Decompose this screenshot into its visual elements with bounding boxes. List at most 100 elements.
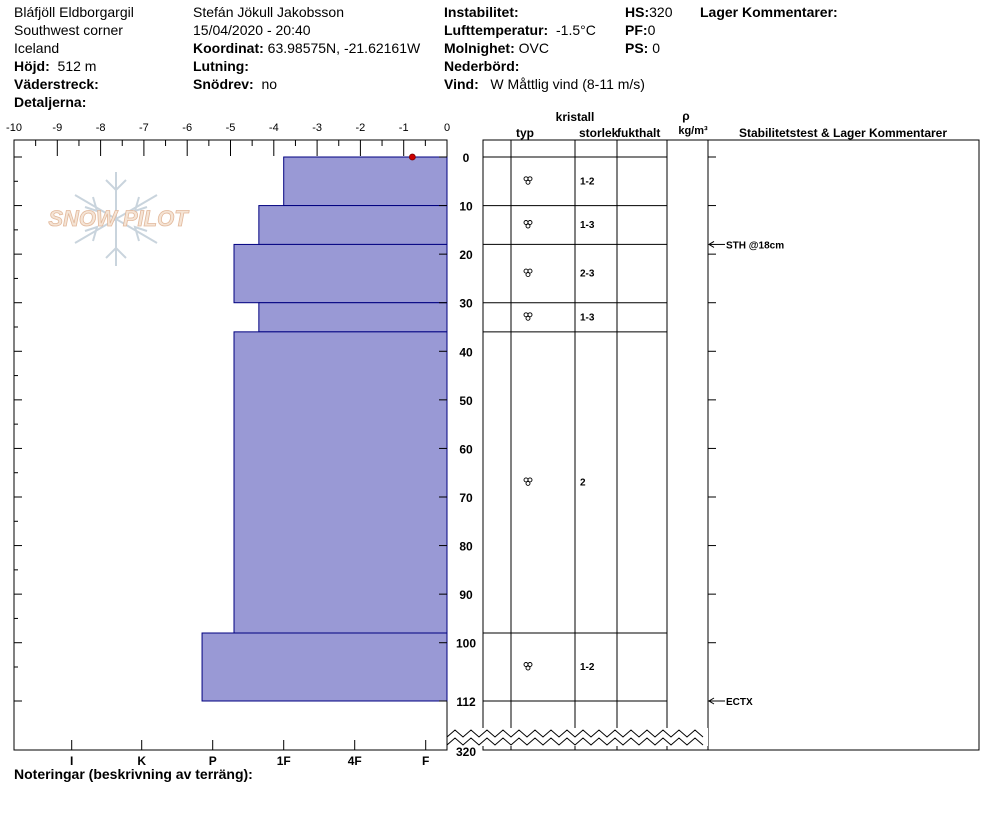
rounded-grains-icon <box>523 176 533 185</box>
grain-size-label: 1-2 <box>580 176 595 187</box>
elevation-value: 512 m <box>57 58 97 74</box>
snowflake-icon <box>74 172 158 266</box>
snowdrift-value: no <box>261 76 278 92</box>
elevation-row: Höjd: 512 m <box>14 57 134 75</box>
grain-size-label: 1-2 <box>580 662 595 673</box>
grain-circle <box>527 312 533 318</box>
pf-row: PF:0 <box>625 21 672 39</box>
depth-tick-label: 20 <box>459 248 473 262</box>
aspect-row: Väderstreck: <box>14 75 134 93</box>
header-weather-block: Instabilitet: Lufttemperatur: -1.5°C Mol… <box>444 3 645 93</box>
hardness-bar-5 <box>233 331 448 634</box>
ps-value: 0 <box>652 40 661 56</box>
coordinate-label: Koordinat: <box>193 40 264 56</box>
depth-tick-label: 100 <box>456 637 476 651</box>
grain-size-label: 1-3 <box>580 312 595 323</box>
depth-tick-label: 0 <box>463 151 470 165</box>
grain-size-label: 2 <box>580 477 586 488</box>
grain-size-label: 2-3 <box>580 269 595 280</box>
coordinate-value: 63.98575N, -21.62161W <box>267 40 421 56</box>
slope-row: Lutning: <box>193 57 420 75</box>
moisture-header: fukthalt <box>617 126 660 140</box>
ps-label: PS: <box>625 40 649 56</box>
sky-row: Molnighet: OVC <box>444 39 645 57</box>
hardness-bar-1 <box>283 156 448 207</box>
pf-label: PF: <box>625 22 648 38</box>
snowdrift-row: Snödrev: no <box>193 75 420 93</box>
temp-tick-label: -6 <box>182 122 192 134</box>
grain-size-label: 1-3 <box>580 220 595 231</box>
rounded-grains-icon <box>523 220 533 229</box>
depth-tick-label: 70 <box>459 491 473 505</box>
depth-tick-label: 80 <box>459 540 473 554</box>
snow-pilot-logo-text: SNOW PILOT <box>48 206 189 231</box>
depth-tick-label: 50 <box>459 394 473 408</box>
temp-tick-label: -7 <box>139 122 149 134</box>
break-zigzag-lower <box>446 737 704 746</box>
hardness-tick-label: 1F <box>277 754 291 768</box>
size-header: storlek <box>579 126 619 140</box>
density-unit-header: kg/m³ <box>678 125 708 137</box>
instability-row: Instabilitet: <box>444 3 645 21</box>
grain-circle <box>525 223 531 229</box>
details-row: Detaljerna: <box>14 93 134 111</box>
grain-circle <box>527 662 533 667</box>
hardness-tick-label: P <box>209 754 217 768</box>
hardness-bar-4 <box>258 302 448 333</box>
layer-comments-label: Lager Kommentarer: <box>700 4 838 20</box>
layer-table-frame <box>482 139 980 751</box>
airtemp-row: Lufttemperatur: -1.5°C <box>444 21 645 39</box>
region-name: Southwest corner <box>14 22 123 38</box>
rounded-grains-icon <box>523 268 533 278</box>
airtemp-label: Lufttemperatur: <box>444 22 549 38</box>
temp-tick-label: -4 <box>269 122 279 134</box>
depth-bottom-label: 320 <box>456 745 476 759</box>
stability-header: Stabilitetstest & Lager Kommentarer <box>739 126 947 140</box>
details-label: Detaljerna: <box>14 94 87 110</box>
country-name: Iceland <box>14 40 60 56</box>
test-arrow-icon <box>708 697 715 705</box>
grain-circle <box>525 480 531 486</box>
temp-tick-label: -9 <box>52 122 62 134</box>
sky-label: Molnighet: <box>444 40 515 56</box>
depth-tick-label: 10 <box>459 200 473 214</box>
hardness-tick-label: F <box>422 754 429 768</box>
depth-tick-label: 112 <box>456 695 476 709</box>
grain-circle <box>525 179 531 185</box>
wind-label: Vind: <box>444 76 479 92</box>
wind-row: Vind: W Måttlig vind (8-11 m/s) <box>444 75 645 93</box>
hardness-bar-3 <box>233 243 448 304</box>
location-name: Bláfjöll Eldborgargil <box>14 4 134 20</box>
slope-label: Lutning: <box>193 58 249 74</box>
hardness-bar-2 <box>258 205 448 245</box>
hardness-bar-6 <box>201 632 448 702</box>
break-zigzag-upper <box>446 729 704 738</box>
aspect-label: Väderstreck: <box>14 76 99 92</box>
header-layer-comments: Lager Kommentarer: <box>700 3 838 21</box>
sky-value: OVC <box>518 40 549 56</box>
temp-tick-label: -5 <box>226 122 236 134</box>
temp-tick-label: -2 <box>356 122 366 134</box>
header-location-block: Bláfjöll Eldborgargil Southwest corner I… <box>14 3 134 111</box>
type-header: typ <box>516 126 534 140</box>
test-arrow-icon <box>708 240 715 248</box>
observer-name: Stefán Jökull Jakobsson <box>193 4 344 20</box>
rounded-grains-icon <box>523 477 533 486</box>
hardness-tick-label: 4F <box>348 754 362 768</box>
test-label: STH @18cm <box>726 240 784 251</box>
hardness-tick-label: K <box>137 754 146 768</box>
header-snowpack-block: HS:320 PF:0 PS: 0 <box>625 3 672 57</box>
snow-profile-chart: SNOW PILOT -10 -9 -8 -7 -6 -5 -4 -3 -2 -1 0I K P 1F 4F… <box>6 109 980 768</box>
rounded-grains-icon <box>523 662 533 671</box>
elevation-label: Höjd: <box>14 58 50 74</box>
snowdrift-label: Snödrev: <box>193 76 254 92</box>
depth-tick-label: 30 <box>459 297 473 311</box>
hs-value: 320 <box>649 4 673 20</box>
airtemp-value: -1.5°C <box>556 22 596 38</box>
observation-datetime: 15/04/2020 - 20:40 <box>193 22 311 38</box>
pf-value: 0 <box>647 22 656 38</box>
surface-temperature-point <box>408 153 416 161</box>
grain-circle <box>527 220 533 225</box>
temp-tick-label: -10 <box>6 122 22 134</box>
precip-row: Nederbörd: <box>444 57 645 75</box>
